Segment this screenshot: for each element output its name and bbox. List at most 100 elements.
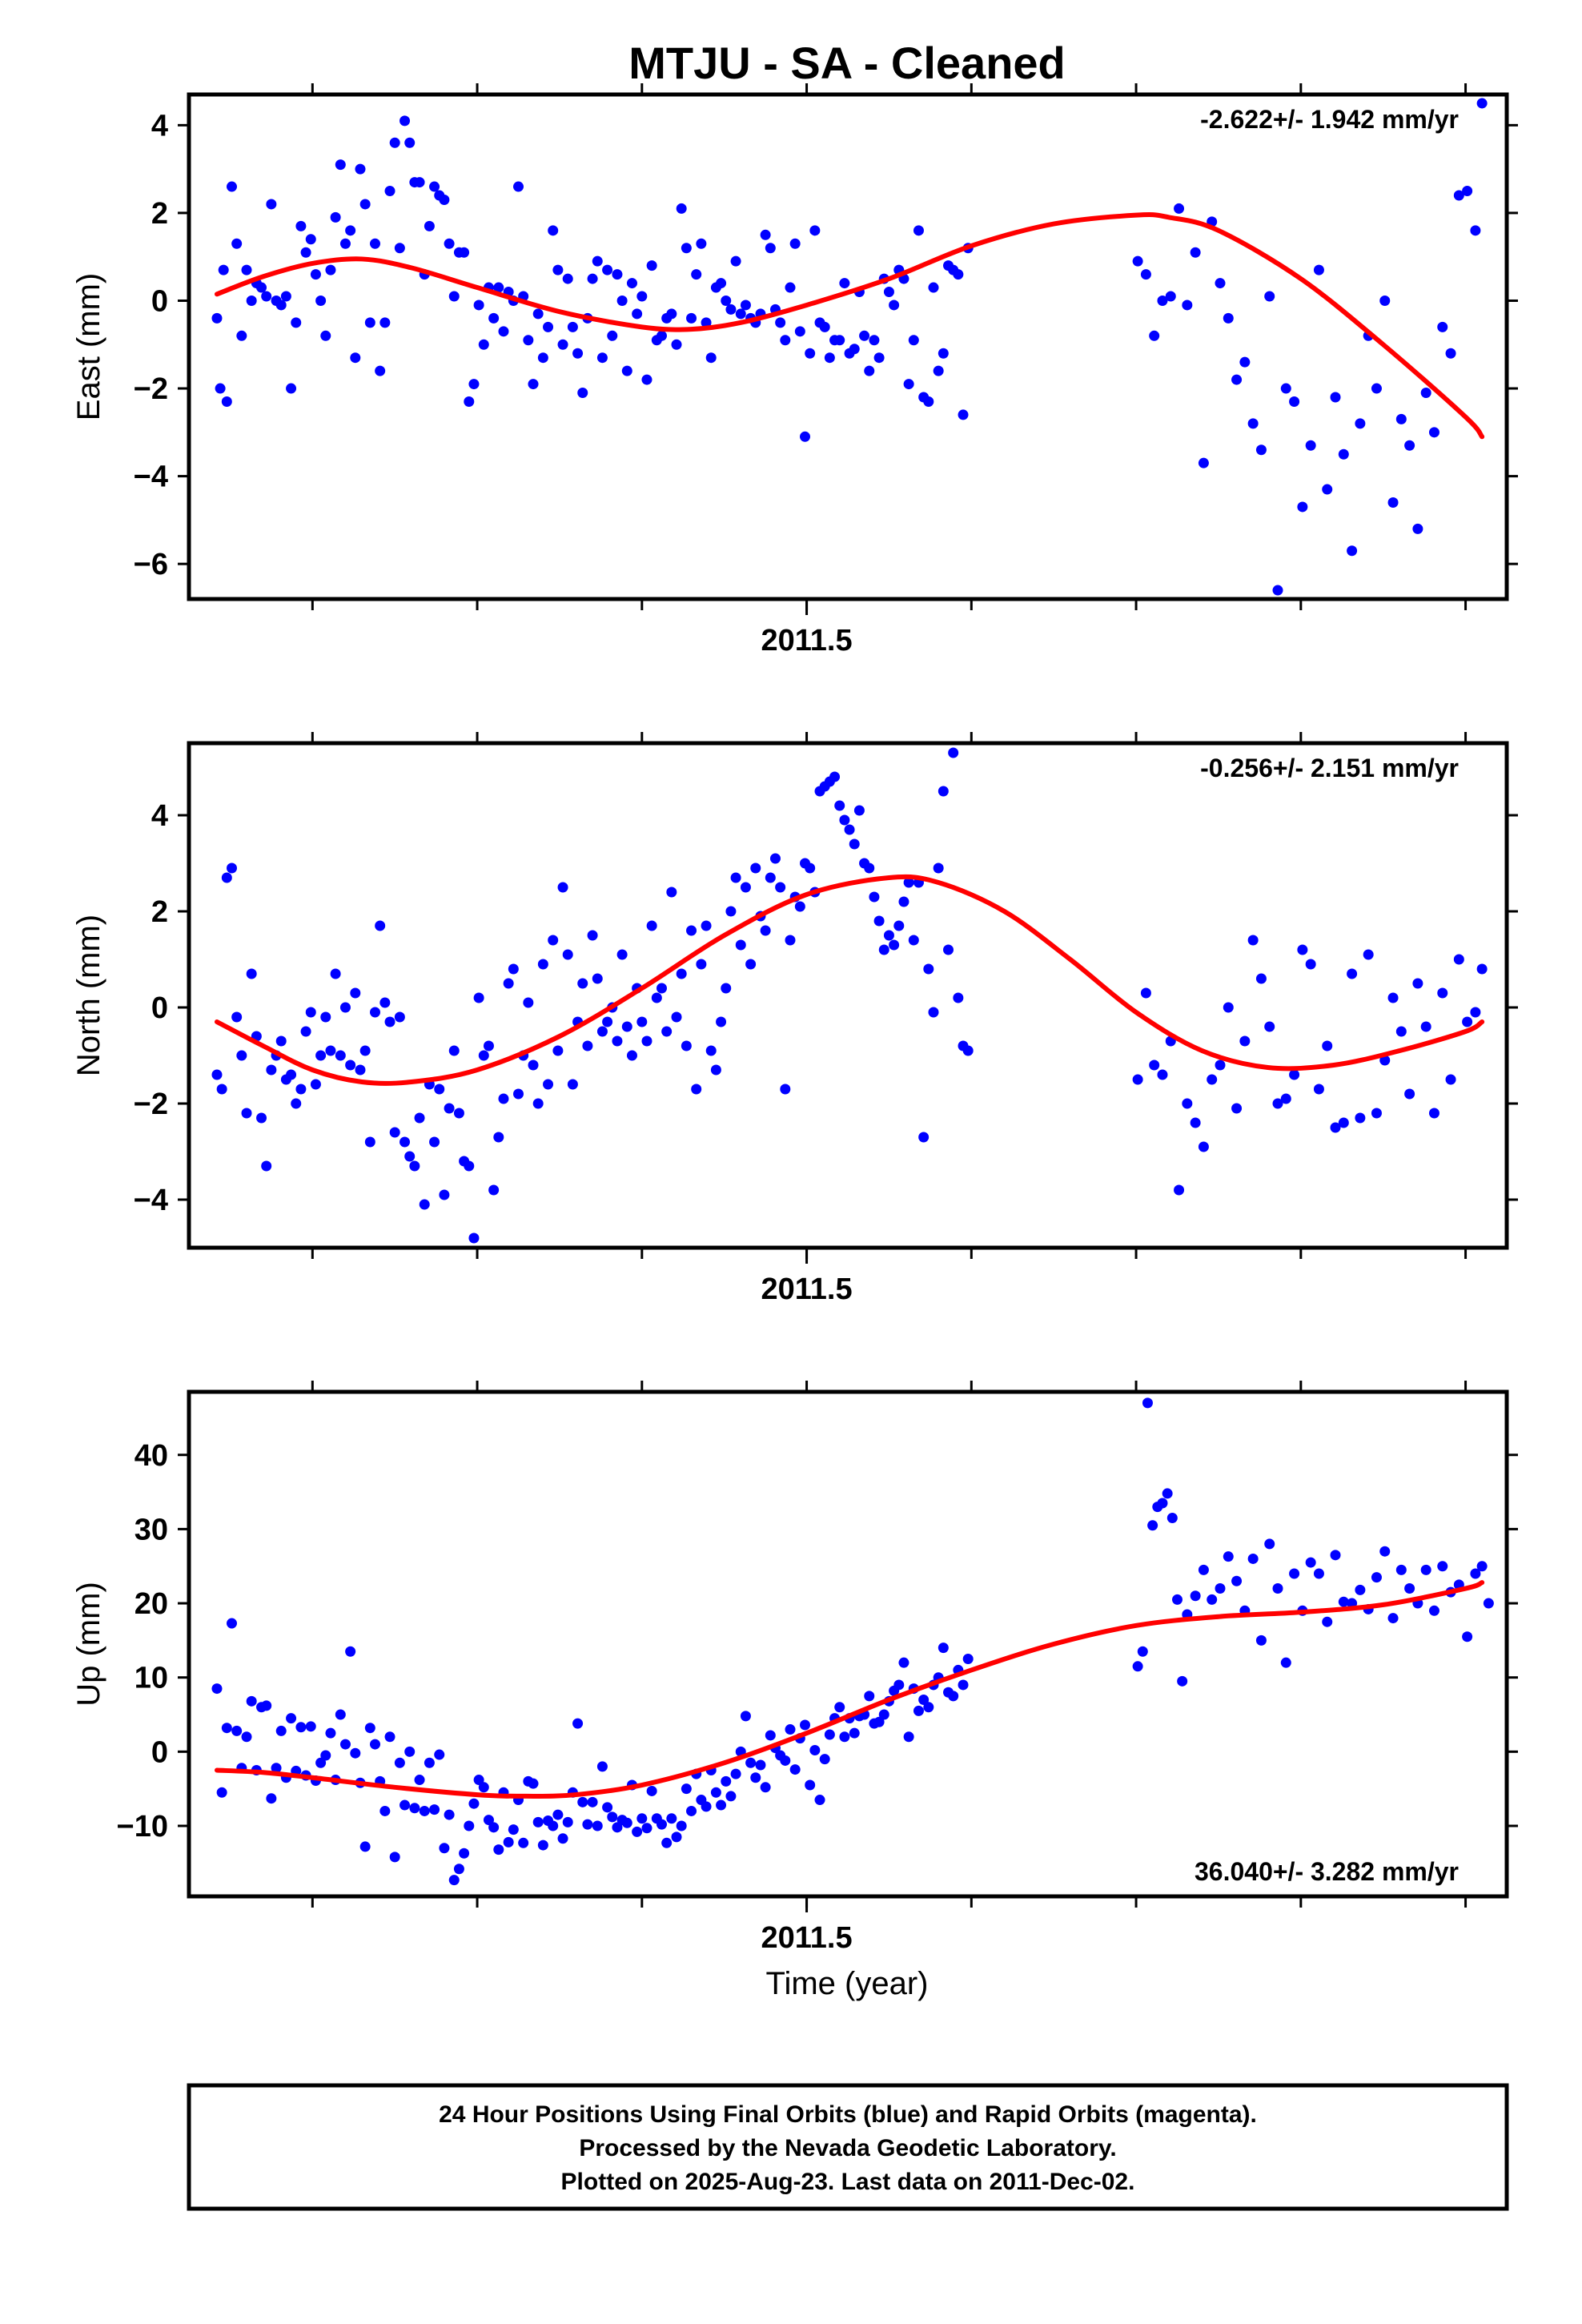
data-point: [705, 352, 717, 364]
data-point: [1207, 1074, 1218, 1085]
y-tick-label: 0: [151, 991, 168, 1025]
data-point: [548, 225, 559, 236]
data-point: [913, 1705, 924, 1716]
data-point: [320, 1750, 331, 1761]
data-point: [873, 352, 885, 364]
data-point: [359, 1841, 371, 1852]
y-tick-label: 30: [135, 1513, 168, 1546]
data-point: [676, 203, 687, 214]
data-point: [1190, 247, 1201, 258]
data-point: [448, 1875, 460, 1886]
data-point: [1412, 523, 1423, 534]
data-point: [1215, 1059, 1226, 1071]
data-point: [701, 317, 712, 328]
data-point: [1470, 1007, 1481, 1018]
data-point: [834, 1702, 845, 1713]
plot-frame: [187, 92, 1509, 601]
data-point: [1347, 968, 1358, 979]
data-point: [671, 1831, 682, 1843]
data-point: [345, 225, 356, 236]
data-point: [710, 1787, 721, 1798]
data-point: [760, 229, 771, 240]
data-point: [562, 1816, 573, 1827]
data-point: [869, 891, 880, 903]
data-point: [300, 1026, 311, 1037]
data-point: [1182, 1098, 1193, 1109]
data-point: [676, 1820, 687, 1831]
data-point: [537, 1839, 548, 1851]
data-point: [1289, 1069, 1300, 1080]
data-point: [498, 326, 509, 337]
data-point: [681, 243, 692, 254]
data-point: [587, 1796, 598, 1807]
data-point: [1140, 269, 1151, 280]
data-point: [587, 930, 598, 941]
data-point: [1305, 1557, 1316, 1568]
data-point: [493, 1132, 504, 1143]
data-point: [780, 1084, 791, 1095]
data-point: [824, 1729, 835, 1740]
model-curve: [214, 874, 1485, 1086]
data-point: [468, 1232, 480, 1244]
data-point: [310, 1079, 321, 1090]
data-point: [1428, 1108, 1439, 1119]
x-tick-label: 2011.5: [761, 1921, 852, 1955]
data-point: [607, 1811, 618, 1823]
data-point: [215, 383, 226, 394]
data-point: [478, 339, 489, 350]
data-point: [1223, 1002, 1234, 1013]
data-point: [1239, 1035, 1251, 1047]
data-point: [785, 935, 796, 946]
data-point: [532, 308, 544, 320]
data-point: [330, 211, 341, 223]
data-point: [1132, 255, 1143, 267]
data-point: [582, 1040, 593, 1051]
data-point: [1137, 1646, 1148, 1657]
data-point: [656, 1819, 668, 1830]
data-point: [241, 1731, 252, 1743]
data-point: [339, 1002, 351, 1013]
data-point: [389, 1127, 400, 1138]
data-point: [716, 1799, 727, 1811]
data-point: [394, 1757, 405, 1768]
data-point: [503, 978, 514, 989]
data-point: [889, 939, 900, 951]
data-point: [1453, 954, 1464, 965]
data-point: [641, 374, 652, 385]
data-point: [948, 1691, 959, 1702]
data-point: [1223, 1551, 1234, 1562]
data-point: [671, 339, 682, 350]
data-point: [1280, 1093, 1291, 1104]
data-point: [1338, 1117, 1349, 1128]
plot-area: [211, 98, 1488, 596]
data-point: [448, 1045, 460, 1056]
data-point: [389, 137, 400, 148]
data-point: [1313, 1084, 1324, 1095]
data-point: [434, 1749, 445, 1760]
data-point: [740, 1711, 751, 1722]
data-point: [780, 335, 791, 346]
data-point: [439, 194, 450, 205]
data-point: [953, 269, 964, 280]
x-axis-label: Time (year): [766, 1966, 929, 2001]
y-tick-label: 0: [151, 1735, 168, 1769]
data-point: [275, 1725, 287, 1736]
data-point: [1445, 1074, 1456, 1085]
data-point: [1420, 388, 1431, 399]
data-point: [1470, 225, 1481, 236]
data-point: [765, 243, 776, 254]
data-point: [1428, 1605, 1439, 1616]
data-point: [814, 1795, 825, 1806]
data-point: [1379, 1055, 1391, 1066]
data-point: [1347, 545, 1358, 557]
data-point: [330, 968, 341, 979]
data-point: [616, 949, 628, 960]
data-point: [364, 317, 375, 328]
data-point: [612, 1035, 623, 1047]
data-point: [1322, 1040, 1333, 1051]
data-point: [261, 291, 272, 302]
data-point: [379, 1805, 391, 1816]
data-point: [562, 949, 573, 960]
data-point: [1453, 190, 1464, 201]
y-tick-label: −10: [117, 1810, 168, 1844]
